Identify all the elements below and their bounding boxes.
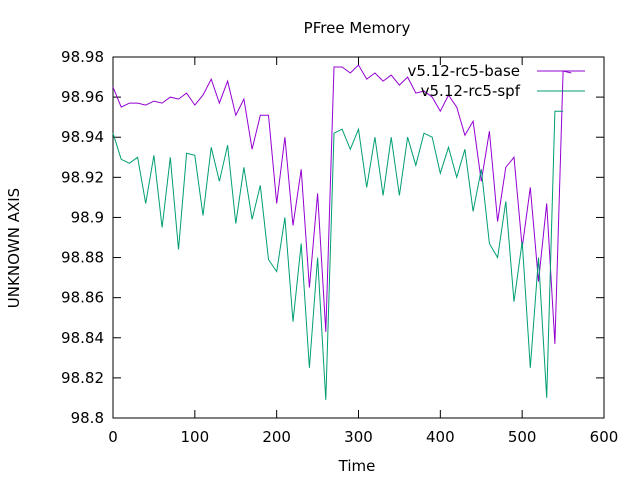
y-tick-label: 98.84 <box>61 329 104 347</box>
y-tick-label: 98.88 <box>61 249 104 267</box>
legend-label-2: v5.12-rc5-spf <box>421 82 521 100</box>
y-tick-label: 98.82 <box>61 369 104 387</box>
y-tick-label: 98.94 <box>61 128 104 146</box>
y-tick-label: 98.92 <box>61 168 104 186</box>
x-tick-label: 0 <box>108 428 118 446</box>
y-tick-label: 98.96 <box>61 88 104 106</box>
axes: 98.8 98.82 98.84 98.86 98.88 98.9 98.92 98.94 98… <box>61 48 618 446</box>
y-tick-label: 98.98 <box>61 48 104 66</box>
y-tick-label: 98.9 <box>71 208 104 226</box>
y-tick-label: 98.8 <box>71 409 104 427</box>
x-tick-label: 600 <box>590 428 619 446</box>
legend-label-1: v5.12-rc5-base <box>408 62 521 80</box>
series-lines <box>112 64 572 400</box>
y-tick-label: 98.86 <box>61 289 104 307</box>
series-line-2 <box>112 110 564 400</box>
legend: v5.12-rc5-base v5.12-rc5-spf <box>408 62 585 100</box>
x-tick-label: 100 <box>181 428 210 446</box>
x-axis-label: Time <box>338 457 376 475</box>
x-tick-label: 300 <box>344 428 373 446</box>
x-tick-label: 500 <box>508 428 537 446</box>
x-tick-label: 400 <box>426 428 455 446</box>
y-axis-label: UNKNOWN AXIS <box>5 188 23 308</box>
x-tick-label: 200 <box>262 428 291 446</box>
chart-title: PFree Memory <box>304 19 411 37</box>
series-line-1 <box>112 64 572 344</box>
